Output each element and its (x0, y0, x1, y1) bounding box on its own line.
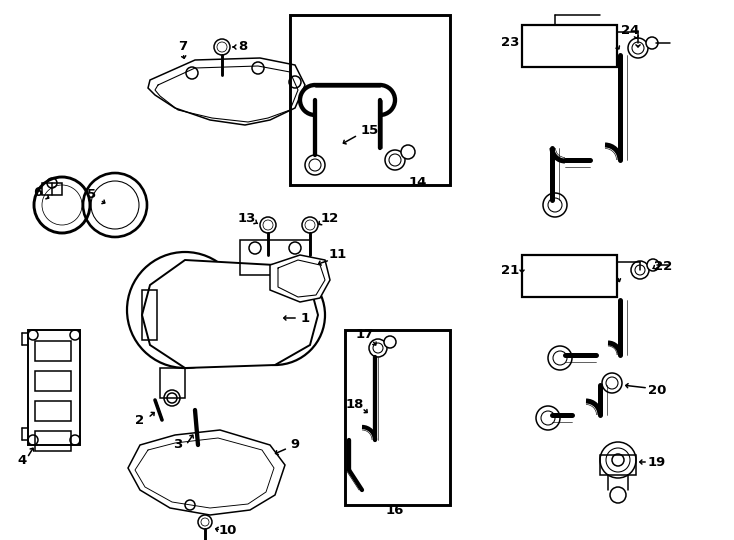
Text: 21: 21 (501, 264, 519, 276)
Bar (28, 330, 80, 445)
Text: 5: 5 (87, 188, 97, 201)
Text: 18: 18 (346, 399, 364, 411)
Text: 7: 7 (178, 39, 188, 52)
Circle shape (198, 515, 212, 529)
Text: 15: 15 (361, 124, 379, 137)
Text: 11: 11 (329, 248, 347, 261)
Text: 24: 24 (621, 24, 639, 37)
Text: 6: 6 (33, 186, 43, 199)
Text: 3: 3 (173, 438, 183, 451)
Text: 4: 4 (18, 454, 26, 467)
Bar (35, 401, 71, 421)
Bar (522, 255, 617, 297)
Polygon shape (148, 58, 305, 125)
Bar (522, 25, 617, 67)
Bar (35, 341, 71, 361)
Bar (42, 183, 62, 195)
Circle shape (647, 259, 659, 271)
Polygon shape (128, 430, 285, 515)
Text: 17: 17 (356, 328, 374, 341)
Circle shape (384, 336, 396, 348)
Bar (35, 431, 71, 451)
Text: 23: 23 (501, 36, 519, 49)
Bar (160, 368, 185, 398)
Text: 10: 10 (219, 523, 237, 537)
Circle shape (260, 217, 276, 233)
Text: 13: 13 (238, 212, 256, 225)
Text: 12: 12 (321, 212, 339, 225)
Text: 20: 20 (648, 383, 666, 396)
Bar (142, 290, 157, 340)
Text: 8: 8 (239, 40, 247, 53)
Bar (290, 15, 450, 185)
Bar (35, 371, 71, 391)
Circle shape (214, 39, 230, 55)
Circle shape (401, 145, 415, 159)
Text: 16: 16 (386, 503, 404, 516)
Circle shape (646, 37, 658, 49)
Bar (240, 240, 310, 275)
Bar (345, 330, 450, 505)
Polygon shape (270, 255, 330, 302)
Polygon shape (142, 260, 318, 368)
Text: 22: 22 (654, 260, 672, 273)
Text: 2: 2 (136, 414, 145, 427)
Text: 1: 1 (300, 312, 310, 325)
Text: 19: 19 (648, 456, 666, 469)
Bar (600, 455, 636, 475)
Text: 9: 9 (291, 438, 299, 451)
Text: 14: 14 (409, 177, 427, 190)
Circle shape (302, 217, 318, 233)
